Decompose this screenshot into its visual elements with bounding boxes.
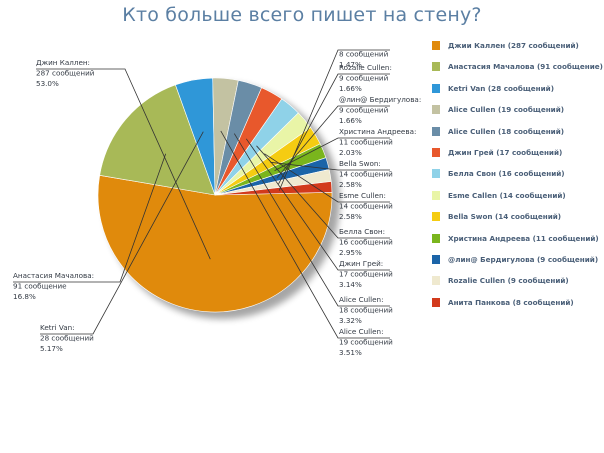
- slice-callout-label: Джин Каллен:: [36, 58, 90, 67]
- legend-label: Ketri Van (28 сообщений): [448, 83, 554, 93]
- slice-leader-line: [233, 133, 390, 307]
- legend-swatch: [432, 254, 440, 264]
- slice-callout-label: 2.03%: [339, 148, 362, 157]
- slice-callout-label: 18 сообщений: [339, 306, 393, 315]
- legend-swatch: [432, 105, 440, 115]
- legend-swatch: [432, 190, 440, 200]
- slice-leader-line: [264, 153, 390, 203]
- slice-callout-label: 2.95%: [339, 248, 362, 257]
- slice-callout-label: 1.66%: [339, 84, 362, 93]
- legend-item[interactable]: Alice Cullen (19 сообщений): [432, 102, 602, 123]
- slice-callout-label: Ketri Van:: [40, 323, 75, 332]
- legend-item[interactable]: Alice Cullen (18 сообщений): [432, 124, 602, 145]
- legend-label: Анастасия Мачалова (91 сообщение): [448, 62, 603, 72]
- legend-swatch: [432, 297, 440, 307]
- slice-callout-label: 5.17%: [40, 344, 63, 353]
- legend-swatch: [432, 62, 440, 72]
- legend-swatch: [432, 147, 440, 157]
- slice-callout-label: Белла Свон:: [339, 227, 385, 236]
- slice-callout-label: Esme Cullen:: [339, 191, 386, 200]
- legend-item[interactable]: Rozalie Cullen (9 сообщений): [432, 273, 602, 294]
- slice-callout-label: Alice Cullen:: [339, 295, 384, 304]
- legend-label: Bella Swon (14 сообщений): [448, 212, 562, 222]
- legend-label: Rozalie Cullen (9 сообщений): [448, 276, 569, 286]
- pie-slice[interactable]: [214, 181, 333, 196]
- slice-leader-line: [270, 161, 390, 171]
- chart-title: Кто больше всего пишет на стену?: [122, 4, 482, 26]
- slice-leader-line: [278, 49, 390, 191]
- slice-callout-label: 28 сообщений: [40, 334, 94, 343]
- legend-swatch: [432, 276, 440, 286]
- slice-callout-label: 11 сообщений: [339, 138, 393, 147]
- slice-leader-line: [13, 153, 167, 283]
- legend-label: Джин Грей (17 сообщений): [448, 147, 563, 157]
- legend-item[interactable]: Анита Панкова (8 сообщений): [432, 295, 602, 316]
- slice-callout-label: 3.14%: [339, 280, 362, 289]
- slice-leader-line: [245, 138, 390, 271]
- slice-callout-label: Bella Swon:: [339, 159, 381, 168]
- slice-callout-label: 9 сообщений: [339, 74, 389, 83]
- slice-callout-label: 14 сообщений: [339, 202, 393, 211]
- legend-item[interactable]: Анастасия Мачалова (91 сообщение): [432, 59, 603, 80]
- legend-swatch: [432, 41, 440, 50]
- slice-leader-line: [274, 137, 390, 171]
- slice-callout-label: 287 сообщений: [36, 69, 95, 78]
- legend-label: @лин@ Бердигулова (9 сообщений): [448, 254, 599, 264]
- slice-callout-label: 8 сообщений: [339, 50, 389, 59]
- legend-swatch: [432, 126, 440, 136]
- slice-callout-label: 19 сообщений: [339, 338, 393, 347]
- pie-slice[interactable]: [99, 84, 216, 196]
- legend-label: Джии Каллен (287 сообщений): [448, 41, 579, 50]
- legend-label: Анита Панкова (8 сообщений): [448, 297, 574, 307]
- slice-callout-label: Джин Грей:: [339, 259, 383, 268]
- slice-leader-line: [220, 130, 390, 339]
- slice-callout-label: Rozalie Cullen:: [339, 63, 392, 72]
- legend-label: Esme Callen (14 сообщений): [448, 190, 566, 200]
- legend-item[interactable]: Esme Callen (14 сообщений): [432, 188, 602, 209]
- legend-label: Alice Cullen (19 сообщений): [448, 105, 565, 115]
- slice-callout-label: 3.32%: [339, 316, 362, 325]
- slice-callout-label: 91 сообщение: [13, 282, 67, 291]
- slice-leader-line: [256, 145, 390, 239]
- legend-item[interactable]: Белла Свон (16 сообщений): [432, 166, 602, 187]
- legend-label: Христина Андреева (11 сообщений): [448, 233, 599, 243]
- slice-leader-line: [278, 73, 390, 185]
- slice-callout-label: @лин@ Бердигулова:: [339, 95, 421, 104]
- slice-callout-label: 2.58%: [339, 180, 362, 189]
- slice-callout-label: 16 сообщений: [339, 238, 393, 247]
- slice-callout-label: 53.0%: [36, 79, 59, 88]
- legend-item[interactable]: Христина Андреева (11 сообщений): [432, 231, 602, 252]
- slice-callout-label: Alice Cullen:: [339, 327, 384, 336]
- slice-callout-label: 3.51%: [339, 348, 362, 357]
- legend-label: Белла Свон (16 сообщений): [448, 169, 565, 179]
- legend-swatch: [432, 83, 440, 93]
- slice-callout-label: 14 сообщений: [339, 170, 393, 179]
- slice-callout-label: Анастасия Мачалова:: [13, 271, 94, 280]
- slice-callout-label: 2.58%: [339, 212, 362, 221]
- slice-callout-label: 16.8%: [13, 292, 36, 301]
- legend-item[interactable]: @лин@ Бердигулова (9 сообщений): [432, 252, 602, 273]
- pie-slice[interactable]: [97, 174, 333, 313]
- slice-callout-label: 1.66%: [339, 116, 362, 125]
- slice-leader-line: [40, 131, 204, 335]
- legend-swatch: [432, 169, 440, 179]
- legend-swatch: [432, 212, 440, 222]
- slice-callout-label: 9 сообщений: [339, 106, 389, 115]
- legend-label: Alice Cullen (18 сообщений): [448, 126, 565, 136]
- legend-item[interactable]: Ketri Van (28 сообщений): [432, 81, 602, 102]
- slice-callout-label: 1.47%: [339, 60, 362, 69]
- slice-leader-line: [36, 68, 211, 260]
- slice-leader-line: [276, 105, 390, 178]
- legend-swatch: [432, 233, 440, 243]
- legend-item[interactable]: Джии Каллен (287 сообщений): [432, 38, 602, 59]
- legend: Джии Каллен (287 сообщений) Анастасия Мач…: [432, 38, 603, 316]
- legend-item[interactable]: Джин Грей (17 сообщений): [432, 145, 602, 166]
- slice-callout-label: 17 сообщений: [339, 270, 393, 279]
- slice-callout-label: Христина Андреева:: [339, 127, 416, 136]
- legend-item[interactable]: Bella Swon (14 сообщений): [432, 209, 602, 230]
